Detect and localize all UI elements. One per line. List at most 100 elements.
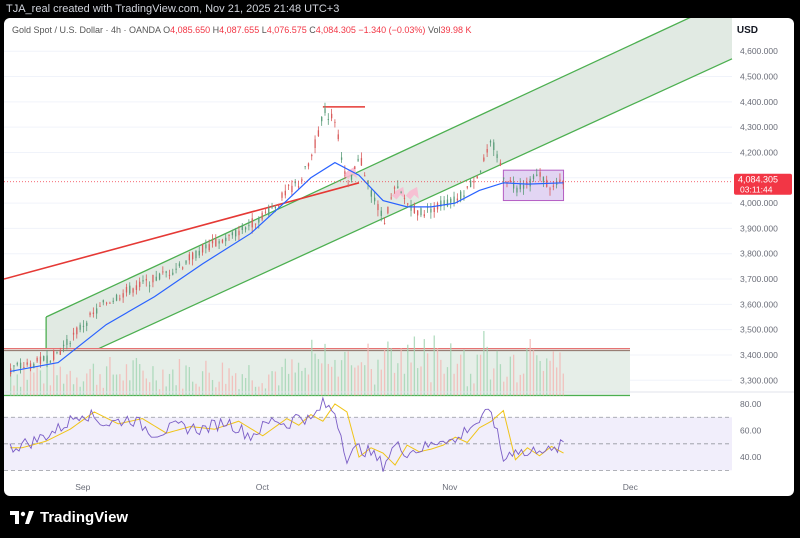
candle-body xyxy=(387,206,389,214)
volume-bar xyxy=(268,374,270,396)
candle-body xyxy=(509,180,511,182)
candle-body xyxy=(321,116,323,122)
candle-body xyxy=(182,267,184,269)
volume-bar xyxy=(228,368,230,396)
volume-bar xyxy=(403,373,406,396)
candle-body xyxy=(549,188,551,190)
candle-body xyxy=(26,362,28,365)
volume-bar xyxy=(367,343,369,396)
volume-bar xyxy=(142,370,144,396)
candle-body xyxy=(496,154,498,159)
candle-body xyxy=(307,163,310,167)
pink-arrow-marker xyxy=(405,186,419,200)
candle-body xyxy=(178,263,181,266)
volume-bar xyxy=(251,380,253,396)
volume-bar xyxy=(542,370,545,396)
candle-body xyxy=(59,350,61,355)
candle-body xyxy=(109,302,111,304)
candle-body xyxy=(536,174,538,176)
candle-body xyxy=(473,180,475,183)
volume-bar xyxy=(334,359,336,396)
rsi-tick-label: 60.00 xyxy=(740,426,762,436)
candle-body xyxy=(397,186,399,189)
candle-body xyxy=(364,175,366,177)
price-tick-label: 3,600.000 xyxy=(740,299,778,309)
candle-body xyxy=(390,197,392,199)
volume-bar xyxy=(284,358,286,396)
volume-bar xyxy=(46,357,48,396)
candle-body xyxy=(403,198,406,200)
high-label: H xyxy=(212,25,220,35)
candle-body xyxy=(258,218,260,223)
volume-bar xyxy=(188,367,191,396)
candle-body xyxy=(33,363,35,369)
price-chart[interactable]: 4,600.000 4,500.000 4,400.000 4,300.000 4,20… xyxy=(4,18,794,496)
volume-bar xyxy=(261,383,263,396)
candle-body xyxy=(476,176,478,179)
volume-bar xyxy=(489,379,492,396)
volume-bar xyxy=(231,375,234,396)
volume-bar xyxy=(483,331,485,396)
volume-bar xyxy=(556,367,558,396)
candle-body xyxy=(148,285,151,287)
volume-bar xyxy=(112,374,114,396)
volume-bar xyxy=(393,372,396,396)
candle-body xyxy=(162,271,164,273)
volume-bar xyxy=(423,339,425,396)
volume-bar xyxy=(13,385,15,396)
candle-body xyxy=(119,298,121,300)
candle-body xyxy=(92,312,95,315)
volume-bar xyxy=(76,377,78,396)
candle-body xyxy=(410,205,412,211)
candle-body xyxy=(53,349,55,360)
candle-body xyxy=(314,139,316,148)
chart-panel[interactable]: 4,600.000 4,500.000 4,400.000 4,300.000 4,20… xyxy=(4,18,794,496)
candle-body xyxy=(46,355,48,363)
volume-bar xyxy=(125,364,128,396)
candle-body xyxy=(195,250,197,259)
volume-bar xyxy=(357,365,359,396)
candle-body xyxy=(139,281,141,287)
volume-bar xyxy=(364,365,366,396)
candle-body xyxy=(400,192,402,194)
candle-body xyxy=(456,198,459,201)
volume-bar xyxy=(195,383,197,396)
candle-body xyxy=(241,225,243,231)
price-tick-label: 4,200.000 xyxy=(740,147,778,157)
volume-bar xyxy=(552,351,555,396)
candle-body xyxy=(354,166,356,170)
volume-bar xyxy=(221,362,224,396)
volume-bar xyxy=(499,364,502,396)
volume-bar xyxy=(56,375,58,396)
volume-bar xyxy=(139,364,141,396)
volume-bar xyxy=(532,350,535,396)
volume-bar xyxy=(486,346,488,396)
volume-bar xyxy=(278,385,280,396)
candle-body xyxy=(347,184,349,186)
price-tick-label: 4,000.000 xyxy=(740,198,778,208)
price-tag-value: 4,084.305 xyxy=(738,175,778,185)
close-label: C xyxy=(309,25,316,35)
candle-body xyxy=(39,356,42,364)
volume-bar xyxy=(119,374,121,396)
volume-bar xyxy=(390,348,392,396)
volume-bar xyxy=(506,376,508,396)
symbol-name[interactable]: Gold Spot / U.S. Dollar · 4h · OANDA xyxy=(12,25,161,35)
tradingview-logo[interactable]: TradingView xyxy=(10,509,128,526)
candle-body xyxy=(466,186,468,188)
volume-bar xyxy=(321,363,323,396)
candle-body xyxy=(301,179,303,181)
candle-body xyxy=(278,205,280,207)
volume-bar xyxy=(89,368,91,396)
candle-body xyxy=(13,365,15,367)
candle-body xyxy=(407,203,409,205)
volume-bar xyxy=(135,357,138,396)
candle-body xyxy=(334,121,336,123)
volume-bar xyxy=(512,354,515,396)
candle-body xyxy=(367,180,369,184)
candle-body xyxy=(393,187,396,189)
currency-label[interactable]: USD xyxy=(736,25,758,36)
candle-body xyxy=(330,113,333,119)
volume-bar xyxy=(420,366,422,396)
volume-bar xyxy=(168,373,171,396)
